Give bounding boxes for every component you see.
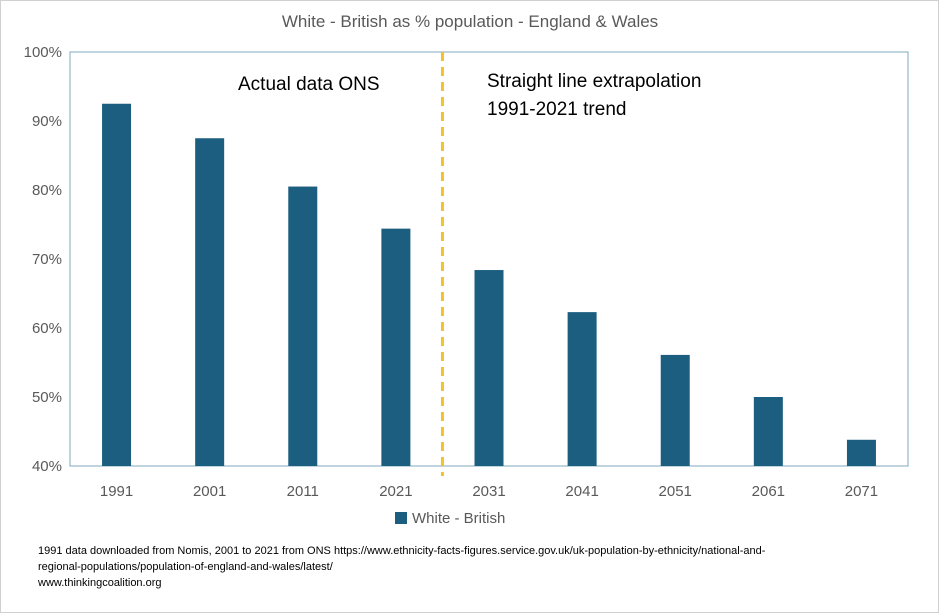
y-tick-label: 70% [32,251,62,268]
bar-2051 [660,354,690,466]
plot-area: 40% 50% 60% 70% 80% 90% 100% 1991 2001 2011 2021 20… [24,44,909,500]
legend: White - British [395,510,505,527]
x-tick-label: 1991 [100,483,133,500]
x-tick-label: 2011 [287,483,319,500]
x-tick-label: 2021 [379,483,412,500]
y-tick-label: 90% [32,113,62,130]
source-note-line-1: 1991 data downloaded from Nomis, 2001 to… [38,545,766,557]
x-tick-label: 2001 [193,483,226,500]
bar-2041 [567,312,597,466]
annotation-extrapolation-line2: 1991-2021 trend [487,99,626,120]
x-tick-label: 2041 [565,483,598,500]
y-tick-label: 60% [32,320,62,337]
bar-2071 [846,439,876,466]
legend-label: White - British [412,510,505,527]
x-tick-label: 2061 [752,483,785,500]
y-tick-label: 50% [32,389,62,406]
y-tick-label: 80% [32,182,62,199]
x-tick-label: 2031 [472,483,505,500]
annotation-extrapolation-line1: Straight line extrapolation [487,71,701,92]
bar-1991 [102,103,132,466]
x-tick-label: 2051 [659,483,692,500]
y-tick-label: 100% [24,44,62,61]
annotation-actual-data: Actual data ONS [238,74,380,95]
bar-2061 [753,397,783,466]
bar-2001 [195,138,225,466]
x-tick-label: 2071 [845,483,878,500]
chart-title: White - British as % population - Englan… [282,12,658,31]
bar-2021 [381,228,411,466]
bar-2031 [474,270,504,466]
y-tick-label: 40% [32,458,62,475]
legend-swatch [395,512,407,524]
source-note-line-3: www.thinkingcoalition.org [38,577,162,589]
source-note-line-2: regional-populations/population-of-engla… [38,561,333,573]
source-note: 1991 data downloaded from Nomis, 2001 to… [38,543,918,591]
bar-2011 [288,186,318,467]
